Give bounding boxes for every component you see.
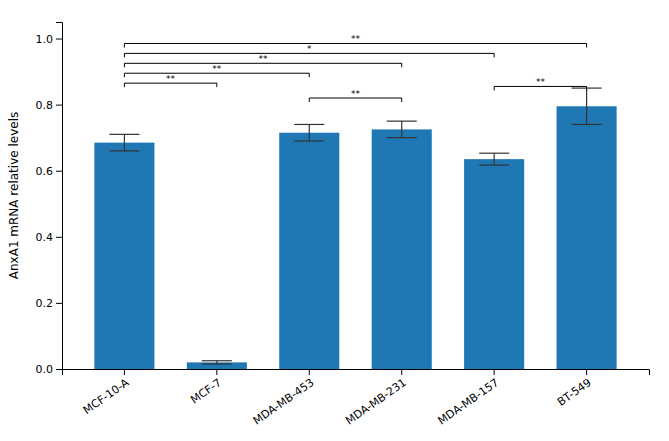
error-bar: [572, 88, 602, 124]
error-bar-cap: [387, 121, 417, 122]
y-axis: 0.0 0.2 0.4 0.6 0.8 1.0: [36, 23, 63, 377]
error-bar-cap: [479, 164, 509, 165]
y-tick-label: 1.0: [36, 33, 54, 46]
error-bar-cap: [109, 134, 139, 135]
x-tick-line: [216, 369, 217, 375]
y-tick-label: 0.0: [36, 363, 54, 376]
significance-label: **: [166, 74, 176, 84]
y-tick-line: [56, 369, 62, 370]
x-tick-label: MDA-MB-157: [436, 376, 502, 427]
x-tick: MCF-10-A: [81, 369, 132, 417]
error-bar: [294, 124, 324, 141]
y-tick: 0.8: [36, 99, 63, 112]
x-tick-line: [586, 369, 587, 375]
error-bar-cap: [202, 360, 232, 361]
error-bar: [387, 121, 417, 138]
bar: [94, 143, 154, 369]
x-tick-label: MCF-10-A: [81, 376, 132, 417]
x-tick: MDA-MB-231: [343, 369, 409, 428]
plot: 0.0 0.2 0.4 0.6 0.8 1.0 MCF-10-A MCF-7 MDA-MB-45…: [7, 23, 650, 428]
y-axis-title: AnxA1 mRNA relative levels: [7, 112, 21, 279]
significance-label: **: [536, 77, 546, 87]
marks: [94, 88, 616, 369]
x-tick-label: BT-549: [555, 376, 594, 409]
x-tick-line: [401, 369, 402, 375]
x-tick-label: MDA-MB-231: [343, 376, 409, 427]
x-tick-label: MDA-MB-453: [251, 376, 317, 427]
y-tick: 0.6: [36, 165, 63, 178]
y-tick-label: 0.2: [36, 297, 54, 310]
chart: 0.0 0.2 0.4 0.6 0.8 1.0 MCF-10-A MCF-7 MDA-MB-45…: [0, 0, 669, 441]
x-tick: BT-549: [555, 369, 594, 409]
bar: [557, 106, 617, 369]
error-bar-stem: [494, 153, 495, 165]
y-tick-line: [56, 303, 62, 304]
y-tick: 1.0: [36, 33, 63, 46]
error-bar-cap: [479, 153, 509, 154]
y-tick-label: 0.4: [36, 231, 54, 244]
error-bar-cap: [294, 140, 324, 141]
y-tick: 0.0: [36, 363, 63, 376]
bar: [372, 129, 432, 369]
annotations: *************: [124, 34, 586, 102]
x-tick-line: [309, 369, 310, 375]
error-bar-stem: [309, 124, 310, 141]
error-bar-cap: [387, 137, 417, 138]
significance-label: **: [351, 34, 361, 44]
y-tick-line: [56, 39, 62, 40]
x-tick: MDA-MB-453: [251, 369, 317, 428]
x-tick-line: [124, 369, 125, 375]
y-tick: 0.2: [36, 297, 63, 310]
error-bar: [479, 153, 509, 165]
error-bar-stem: [124, 134, 125, 151]
y-tick-label: 0.8: [36, 99, 54, 112]
error-bar-cap: [109, 150, 139, 151]
x-tick-label: MCF-7: [188, 376, 224, 406]
x-axis-line: [63, 370, 650, 376]
significance-label: **: [351, 89, 361, 99]
error-bar-cap: [572, 124, 602, 125]
bar: [279, 133, 339, 369]
error-bar-cap: [202, 363, 232, 364]
significance-label: **: [212, 64, 222, 74]
error-bar-cap: [294, 124, 324, 125]
y-tick-label: 0.6: [36, 165, 54, 178]
x-axis: MCF-10-A MCF-7 MDA-MB-453 MDA-MB-231 MDA-MB-…: [63, 369, 650, 428]
x-tick: MCF-7: [188, 369, 224, 407]
x-tick-line: [494, 369, 495, 375]
x-tick: MDA-MB-157: [436, 369, 502, 428]
error-bar-stem: [401, 121, 402, 138]
y-tick-line: [56, 237, 62, 238]
y-tick-line: [56, 105, 62, 106]
error-bar-stem: [586, 88, 587, 124]
y-axis-line: [56, 23, 63, 370]
significance-label: *: [307, 44, 312, 54]
error-bar: [202, 361, 232, 364]
y-tick: 0.4: [36, 231, 63, 244]
bar: [464, 159, 524, 369]
error-bar: [109, 134, 139, 151]
significance-label: **: [259, 54, 269, 64]
y-tick-line: [56, 171, 62, 172]
